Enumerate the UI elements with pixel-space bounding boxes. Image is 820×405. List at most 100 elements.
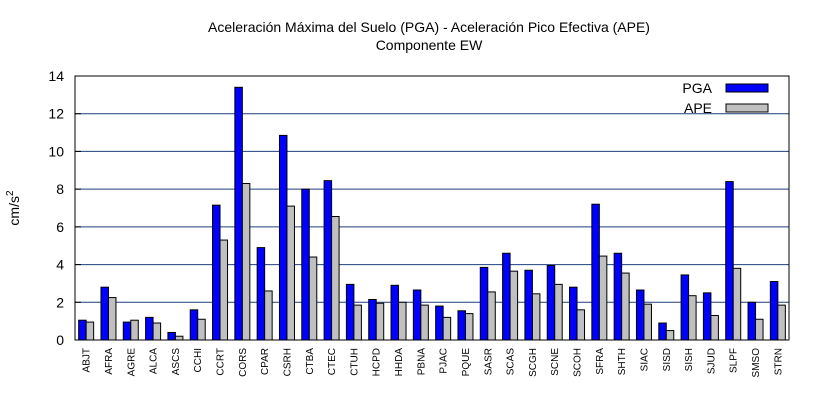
y-axis-label: cm/s2 [5, 190, 22, 226]
bar-ape-sfra [598, 255, 608, 341]
x-tick-label: SFRA [595, 348, 606, 375]
x-tick-label: CCRT [216, 348, 227, 376]
x-tick-labels: ABJT AFRA AGRE ALCA ASCS CCHI CCRT CORS CPAR CSRH… [82, 348, 785, 378]
bar-pga-alca [145, 316, 154, 341]
x-tick-label: HHDA [394, 348, 405, 377]
x-tick-label: SCOH [573, 348, 584, 377]
x-tick-label: SCNE [550, 348, 561, 376]
bar-ape-scoh [576, 309, 586, 341]
bar-ape-agre [130, 319, 139, 341]
x-tick-label: ASCS [171, 348, 182, 376]
y-tick-label: 8 [56, 181, 64, 197]
bar-ape-sasr [487, 291, 496, 341]
bars [78, 86, 786, 341]
y-tick-labels: 0 2 4 6 8 10 12 14 [48, 68, 81, 348]
bar-ape-ctuh [353, 304, 362, 341]
bar-pga-abjt [78, 319, 87, 341]
y-tick-label: 6 [56, 219, 64, 235]
x-tick-label: SCGH [528, 348, 539, 377]
x-tick-label: AFRA [104, 348, 115, 375]
bar-ape-slpf [732, 267, 742, 341]
x-tick-label: PJAC [439, 348, 450, 374]
x-tick-label: CORS [238, 348, 249, 377]
bar-pga-afra [100, 286, 109, 341]
bar-ape-sjud [710, 314, 719, 341]
y-tick-label: 12 [48, 106, 64, 122]
bar-pga-pque [457, 310, 466, 341]
x-tick-label: PBNA [416, 348, 427, 376]
bar-ape-strn [777, 304, 786, 341]
x-tick-label: SIAC [639, 348, 650, 371]
x-tick-label: HCPD [372, 348, 383, 376]
grid-lines [75, 113, 789, 303]
x-tick-label: SLPF [729, 348, 740, 373]
bar-pga-strn [769, 281, 779, 341]
legend-label-pga: PGA [682, 80, 712, 96]
axes [74, 75, 790, 341]
bar-pga-sish [680, 274, 690, 341]
bar-ape-shth [621, 272, 630, 341]
x-tick-label: CPAR [260, 348, 271, 375]
bar-ape-ctba [308, 256, 318, 341]
x-tick-label: PQUE [461, 348, 472, 377]
bar-pga-cors [234, 86, 243, 341]
bar-pga-cchi [189, 309, 199, 341]
bar-pga-ccrt [212, 204, 221, 341]
x-tick-label: CTBA [305, 348, 316, 375]
bar-pga-cpar [256, 247, 266, 341]
bar-ape-pbna [420, 304, 429, 341]
bar-ape-scne [554, 283, 563, 341]
y-tick-label: 10 [48, 143, 64, 159]
y-tick-label: 4 [56, 257, 64, 273]
bar-pga-slpf [725, 181, 734, 341]
bar-pga-siac [635, 289, 645, 341]
x-tick-label: SISD [662, 348, 673, 371]
bar-pga-ctba [301, 188, 310, 341]
bar-ape-sisd [665, 330, 675, 341]
bar-ape-pque [464, 313, 474, 341]
y-axis-label-base: cm/s [6, 196, 22, 226]
x-tick-label: SMSO [751, 348, 762, 378]
bar-ape-abjt [85, 321, 95, 341]
x-tick-label: AGRE [126, 348, 137, 377]
bar-ape-scgh [531, 293, 541, 341]
chart-title: Aceleración Máxima del Suelo (PGA) - Ace… [208, 19, 650, 35]
bar-ape-hcpd [375, 302, 385, 341]
x-tick-label: CTEC [327, 348, 338, 375]
bar-pga-pbna [412, 289, 422, 341]
bar-ape-cpar [264, 290, 273, 341]
legend-swatch-ape [725, 103, 769, 113]
bar-pga-shth [613, 252, 623, 341]
bar-pga-scas [502, 252, 511, 341]
x-tick-label: SHTH [617, 348, 628, 375]
bar-ape-smso [755, 318, 764, 341]
x-tick-label: ABJT [82, 348, 93, 372]
bar-pga-agre [122, 321, 132, 341]
legend: PGA APE [682, 80, 769, 116]
legend-label-ape: APE [684, 100, 712, 116]
bar-pga-csrh [278, 134, 288, 341]
plot-frame [74, 75, 790, 341]
bar-ape-ccrt [219, 239, 229, 341]
bar-ape-ascs [174, 335, 184, 341]
bar-pga-ctuh [345, 283, 355, 341]
x-tick-label: STRN [773, 348, 784, 375]
bar-pga-sisd [658, 322, 667, 341]
bar-pga-pjac [435, 305, 444, 341]
bar-pga-ctec [323, 180, 333, 341]
y-tick-label: 14 [48, 68, 64, 84]
x-tick-label: CTUH [349, 348, 360, 376]
bar-ape-hhda [398, 301, 407, 341]
x-tick-label: SJUD [706, 348, 717, 374]
bar-pga-scne [546, 265, 556, 341]
bar-ape-scas [509, 270, 519, 341]
bar-pga-sfra [591, 203, 600, 341]
x-tick-label: CCHI [193, 348, 204, 372]
y-axis-label-exponent: 2 [5, 190, 16, 196]
bar-ape-sish [688, 295, 697, 341]
bar-pga-ascs [167, 331, 176, 341]
legend-swatch-pga [725, 83, 769, 93]
chart-subtitle: Componente EW [376, 37, 483, 53]
bar-pga-scoh [569, 286, 578, 341]
